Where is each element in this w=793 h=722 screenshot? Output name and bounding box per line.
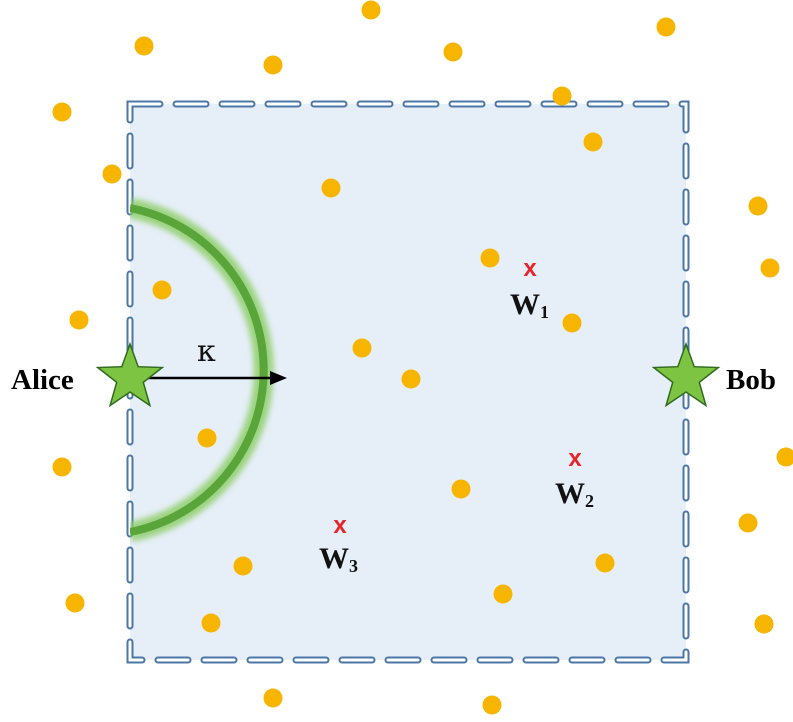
coverage-ring: [130, 198, 274, 542]
node-dot: [65, 593, 85, 613]
bob-star: [651, 341, 721, 408]
node-dot: [493, 584, 513, 604]
node-dot: [748, 196, 768, 216]
warden-2-marker: x: [568, 445, 582, 472]
bob-label: Bob: [726, 364, 776, 396]
node-dots: [52, 0, 793, 715]
node-dot: [352, 338, 372, 358]
node-dot: [197, 428, 217, 448]
node-dot: [102, 164, 122, 184]
node-dot: [656, 17, 676, 37]
node-dot: [595, 553, 615, 573]
node-dot: [443, 42, 463, 62]
alice-label: Alice: [11, 364, 74, 396]
radius-label: κ: [197, 334, 216, 369]
node-dot: [738, 513, 758, 533]
node-dot: [480, 248, 500, 268]
node-dot: [562, 313, 582, 333]
warden-1-marker: x: [523, 255, 537, 282]
node-dot: [361, 0, 381, 20]
warden-1-label: W1: [510, 288, 549, 322]
node-dot: [152, 280, 172, 300]
warden-3: x W3: [319, 512, 358, 576]
node-dot: [754, 614, 774, 634]
warden-2-label: W2: [555, 477, 594, 511]
warden-2: x W2: [555, 445, 594, 511]
node-dot: [263, 55, 283, 75]
warden-3-label: W3: [319, 542, 358, 576]
node-dot: [69, 310, 89, 330]
node-dot: [552, 86, 572, 106]
node-dot: [134, 36, 154, 56]
alice-star: [95, 341, 165, 408]
node-dot: [52, 457, 72, 477]
node-dot: [321, 178, 341, 198]
node-dot: [583, 132, 603, 152]
warden-3-marker: x: [333, 512, 347, 539]
node-dot: [482, 695, 502, 715]
node-dot: [52, 102, 72, 122]
radius-arrow: [130, 371, 287, 385]
node-dot: [451, 479, 471, 499]
node-dot: [263, 688, 283, 708]
node-dot: [776, 447, 793, 467]
node-dot: [760, 258, 780, 278]
node-dot: [401, 369, 421, 389]
node-dot: [201, 613, 221, 633]
warden-1: x W1: [510, 255, 549, 322]
node-dot: [233, 556, 253, 576]
